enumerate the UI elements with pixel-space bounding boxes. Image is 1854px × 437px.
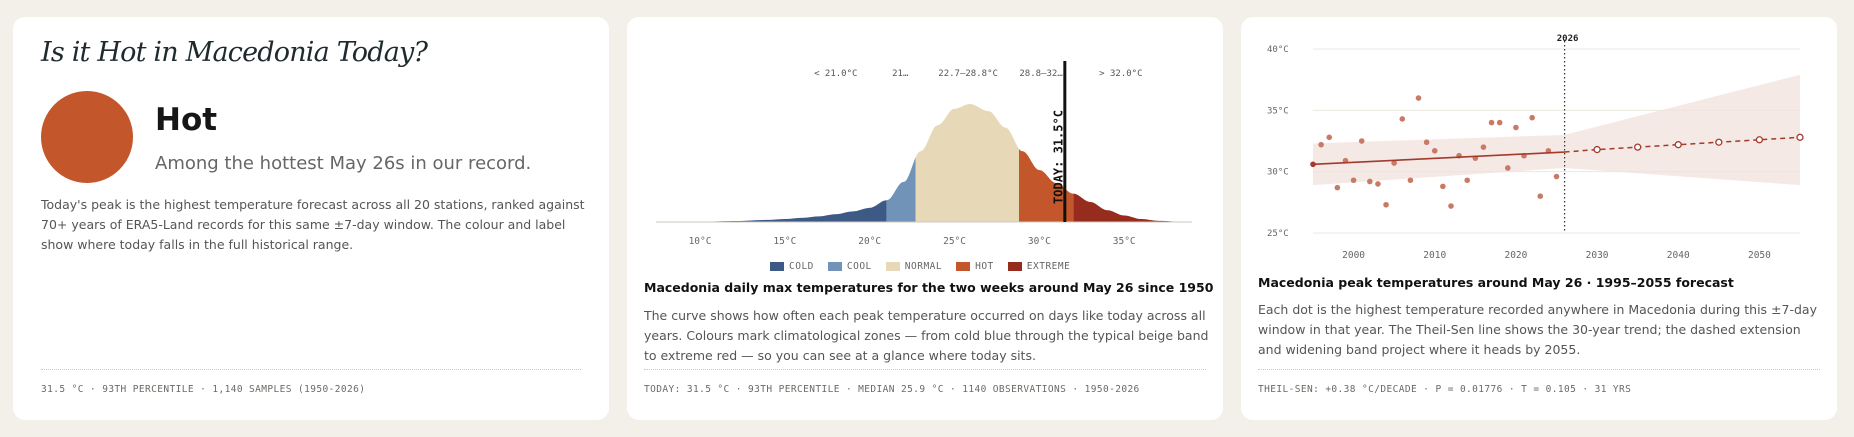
- chart-title: Macedonia peak temperatures around May 2…: [1258, 275, 1734, 290]
- zone-area-normal: [915, 104, 1020, 222]
- trend-card: 25°C 30°C 35°C 40°C 2000 2010 2020 2030 2040 2050…: [1241, 17, 1837, 420]
- legend-swatch: [956, 262, 971, 271]
- legend-item-normal: NORMAL: [885, 261, 943, 272]
- zone-label-hot: 28.8–32…: [1019, 69, 1063, 79]
- forecast-point: [1715, 138, 1723, 146]
- legend-item-extreme: EXTREME: [1007, 261, 1071, 272]
- divider: [41, 369, 581, 370]
- card-title: Is it Hot in Macedonia Today?: [41, 37, 428, 68]
- x-tick-label: 20°C: [858, 236, 881, 247]
- data-point: [1431, 148, 1438, 154]
- x-tick-label: 30°C: [1028, 236, 1051, 247]
- forecast-point: [1593, 145, 1601, 154]
- data-point: [1367, 178, 1373, 185]
- zone-label-cool: 21…: [892, 69, 909, 79]
- legend-item-cold: COLD: [770, 261, 814, 272]
- x-tick-label: 2050: [1748, 250, 1771, 261]
- card-footer: TODAY: 31.5 °C · 93TH PERCENTILE · MEDIA…: [644, 384, 1140, 395]
- chart-description: The curve shows how often each peak temp…: [644, 308, 1209, 363]
- data-point: [1391, 160, 1397, 166]
- data-point: [1448, 203, 1454, 209]
- zone-label-extreme: > 32.0°C: [1099, 69, 1142, 79]
- data-point: [1350, 177, 1357, 184]
- data-point: [1505, 165, 1511, 171]
- forecast-point: [1796, 133, 1804, 141]
- forecast-point: [1755, 136, 1764, 144]
- y-tick-label: 40°C: [1267, 45, 1289, 55]
- divider: [1258, 369, 1820, 370]
- trend-chart: 25°C 30°C 35°C 40°C 2000 2010 2020 2030 2040 2050…: [1267, 34, 1804, 261]
- data-point: [1383, 201, 1389, 208]
- card-footer: 31.5 °C · 93TH PERCENTILE · 1,140 SAMPLE…: [41, 384, 366, 395]
- legend-item-hot: HOT: [956, 261, 994, 272]
- legend-label: EXTREME: [1026, 261, 1071, 272]
- legend-label: NORMAL: [904, 261, 943, 272]
- data-point: [1334, 184, 1341, 191]
- legend-label: COLD: [789, 261, 814, 272]
- current-year-label: 2026: [1557, 34, 1579, 44]
- y-tick-label: 35°C: [1267, 106, 1289, 116]
- data-point: [1513, 124, 1519, 131]
- x-tick-label: 2020: [1504, 250, 1527, 261]
- data-point: [1537, 193, 1544, 199]
- uncertainty-band: [1313, 74, 1800, 186]
- zone-area-extreme: [1073, 193, 1187, 222]
- today-marker-label: TODAY: 31.5°C: [1051, 110, 1065, 204]
- legend-label: HOT: [975, 261, 994, 272]
- legend-swatch: [885, 262, 900, 271]
- x-tick-label: 2030: [1586, 250, 1609, 261]
- x-tick-label: 2040: [1667, 250, 1690, 261]
- zone-area-hot: [1019, 148, 1074, 222]
- data-point: [1358, 138, 1365, 144]
- forecast-point: [1634, 143, 1642, 151]
- x-tick-label: 2000: [1342, 250, 1365, 261]
- trend-start-point: [1310, 161, 1316, 168]
- y-tick-label: 25°C: [1267, 229, 1289, 239]
- distribution-chart: < 21.0°C 21… 22.7–28.8°C 28.8–32… > 32.0°C 10…: [656, 61, 1192, 247]
- data-point: [1496, 119, 1503, 126]
- data-point: [1480, 144, 1487, 150]
- data-point: [1318, 141, 1324, 148]
- chart-title: Macedonia daily max temperatures for the…: [644, 280, 1214, 295]
- data-point: [1415, 95, 1422, 101]
- data-point: [1399, 116, 1406, 122]
- verdict-subtitle: Among the hottest May 26s in our record.: [155, 153, 532, 174]
- verdict-card: Is it Hot in Macedonia Today? Hot Among …: [13, 17, 609, 420]
- data-point: [1375, 181, 1381, 187]
- data-point: [1326, 134, 1333, 141]
- chart-legend: COLD COOL NORMAL HOT EXTREME: [770, 261, 1070, 272]
- forecast-point: [1674, 141, 1682, 149]
- divider: [644, 369, 1206, 370]
- data-point: [1529, 114, 1535, 121]
- legend-swatch: [1007, 262, 1022, 271]
- legend-swatch: [770, 262, 784, 271]
- trend-line: [1312, 151, 1565, 166]
- legend-swatch: [827, 262, 842, 271]
- x-tick-label: 2010: [1423, 250, 1446, 261]
- card-footer: THEIL-SEN: +0.38 °C/DECADE · P = 0.01776…: [1258, 384, 1632, 395]
- data-point: [1553, 173, 1560, 180]
- verdict-color-dot: [41, 91, 133, 183]
- x-tick-label: 10°C: [689, 236, 712, 247]
- verdict-label: Hot: [155, 102, 218, 138]
- card-description: Today's peak is the highest temperature …: [41, 197, 585, 252]
- zone-area-cool: [886, 157, 916, 222]
- y-tick-label: 30°C: [1267, 168, 1289, 178]
- zone-area-cold: [661, 200, 887, 222]
- data-point: [1407, 177, 1414, 184]
- x-tick-label: 15°C: [773, 236, 796, 247]
- x-tick-label: 35°C: [1113, 236, 1136, 247]
- data-point: [1488, 119, 1495, 126]
- zone-label-cold: < 21.0°C: [814, 69, 857, 79]
- x-tick-label: 25°C: [943, 236, 966, 247]
- data-point: [1464, 177, 1471, 184]
- zone-label-normal: 22.7–28.8°C: [938, 69, 998, 79]
- distribution-card: < 21.0°C 21… 22.7–28.8°C 28.8–32… > 32.0°C 10…: [627, 17, 1223, 420]
- legend-item-cool: COOL: [827, 261, 872, 272]
- data-point: [1423, 139, 1430, 146]
- legend-label: COOL: [846, 261, 872, 272]
- data-point: [1440, 183, 1446, 190]
- chart-description: Each dot is the highest temperature reco…: [1258, 302, 1817, 357]
